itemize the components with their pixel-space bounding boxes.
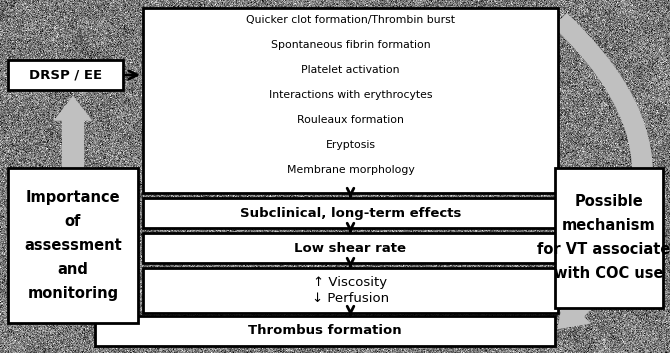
Bar (8, 168, 138, 323)
Bar (95, 316, 555, 346)
FancyArrowPatch shape (553, 13, 653, 329)
Text: Low shear rate: Low shear rate (295, 241, 407, 255)
Text: Rouleaux formation: Rouleaux formation (297, 115, 404, 125)
Text: Spontaneous fibrin formation: Spontaneous fibrin formation (271, 40, 430, 50)
Text: Interactions with erythrocytes: Interactions with erythrocytes (269, 90, 432, 100)
Text: Subclinical, long-term effects: Subclinical, long-term effects (240, 207, 461, 220)
Text: for VT associated: for VT associated (537, 243, 670, 257)
Text: of: of (65, 214, 81, 229)
Text: Eryptosis: Eryptosis (326, 140, 375, 150)
Bar (8, 60, 123, 90)
Bar (143, 233, 558, 263)
Bar (143, 8, 558, 193)
Text: ↑ Viscosity: ↑ Viscosity (314, 276, 387, 289)
Text: Platelet activation: Platelet activation (302, 65, 400, 75)
Text: DRSP / EE: DRSP / EE (29, 68, 102, 82)
Text: with COC use: with COC use (554, 267, 664, 281)
FancyArrowPatch shape (54, 96, 92, 317)
Text: ↓ Perfusion: ↓ Perfusion (312, 292, 389, 305)
Bar (143, 268, 558, 313)
Text: Quicker clot formation/Thrombin burst: Quicker clot formation/Thrombin burst (246, 15, 455, 25)
Text: Thrombus formation: Thrombus formation (248, 324, 402, 337)
Bar (143, 198, 558, 228)
Text: mechanism: mechanism (562, 219, 656, 233)
Bar (555, 168, 663, 308)
Text: monitoring: monitoring (27, 286, 119, 301)
Text: and: and (58, 262, 88, 277)
Text: Possible: Possible (575, 195, 643, 209)
Text: assessment: assessment (24, 238, 122, 253)
Text: Membrane morphology: Membrane morphology (287, 165, 414, 175)
Text: Importance: Importance (25, 190, 121, 205)
